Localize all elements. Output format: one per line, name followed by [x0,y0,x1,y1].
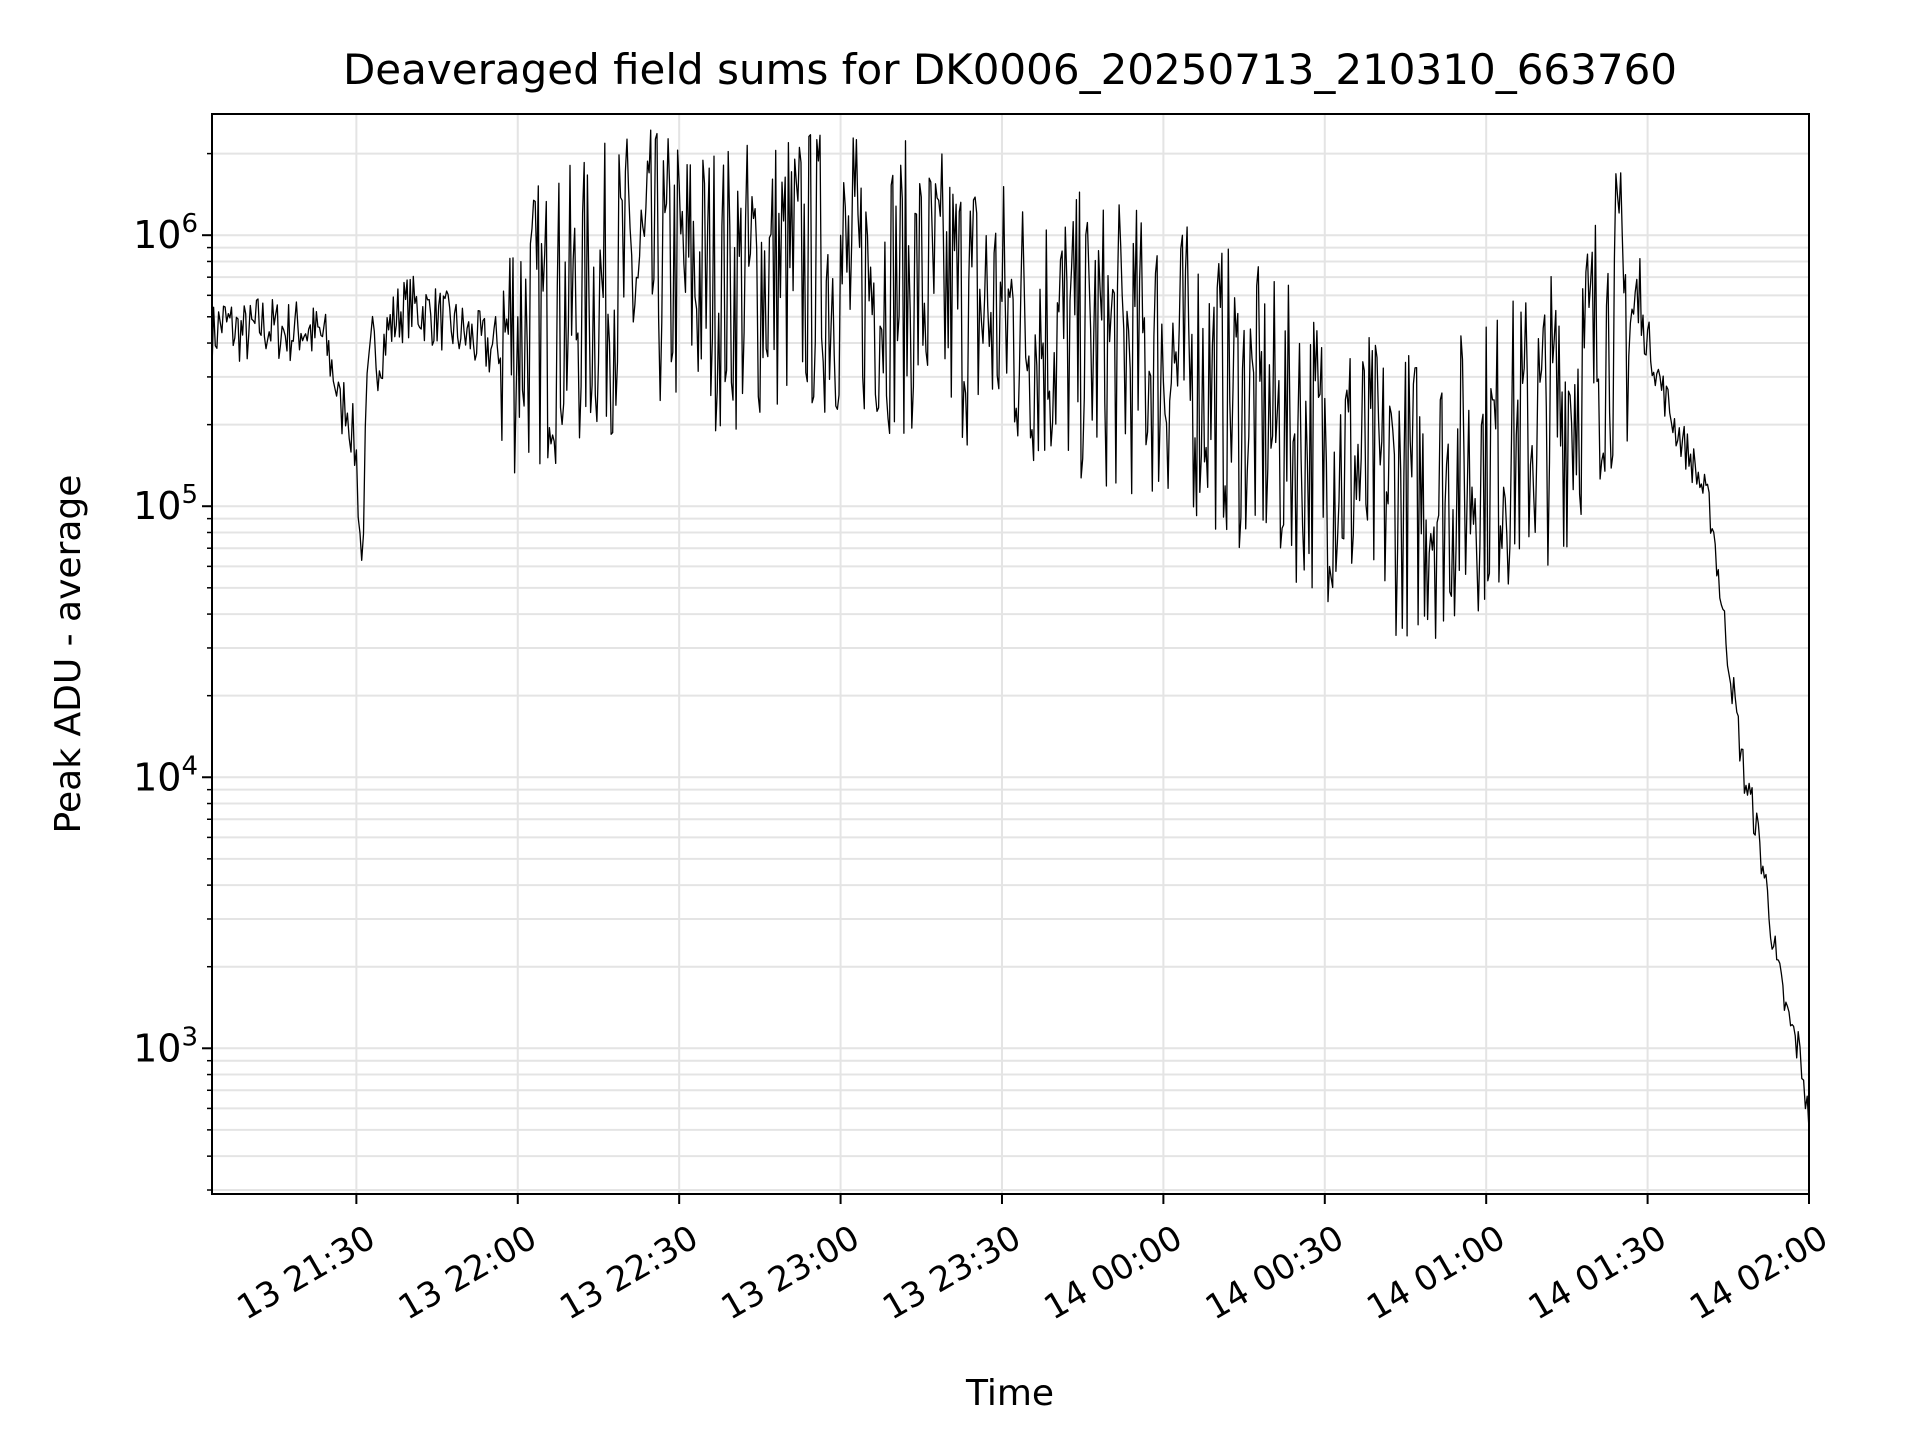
y-axis-label: Peak ADU - average [48,475,89,834]
y-tick-label: 105 [133,480,198,528]
y-tick-label: 103 [133,1022,198,1070]
series-layer [211,129,1810,1130]
y-axis: 103 104 105 106 [133,152,212,1191]
chart-title: Deaveraged field sums for DK0006_2025071… [343,45,1677,94]
series-line [211,129,1810,1130]
y-tick-label: 106 [133,209,198,257]
plot-frame [211,113,1810,1195]
y-tick-label: 104 [133,751,198,799]
x-axis-label: Time [965,1373,1054,1414]
